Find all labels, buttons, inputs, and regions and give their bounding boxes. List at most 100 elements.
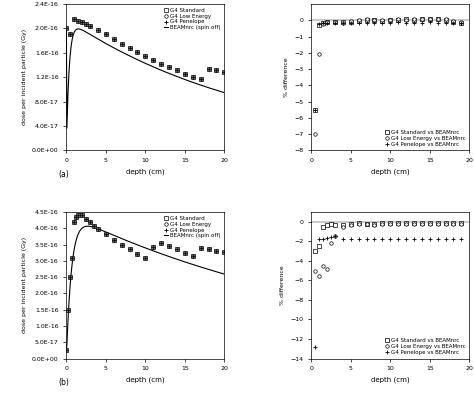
G4 Standard vs BEAMnrc bbox=[316, 23, 322, 28]
G4 Penelope vs BEAMnrc bbox=[328, 235, 334, 240]
G4 Standard bbox=[158, 61, 164, 66]
G4 Penelope bbox=[174, 68, 180, 73]
G4 Standard bbox=[143, 255, 148, 260]
G4 Penelope bbox=[198, 77, 203, 82]
G4 Standard bbox=[182, 250, 188, 255]
G4 Low Energy vs BEAMnrc bbox=[312, 268, 318, 273]
G4 Low Energy vs BEAMnrc bbox=[372, 222, 377, 227]
G4 Standard bbox=[72, 17, 77, 22]
G4 Penelope bbox=[79, 213, 85, 217]
Line: G4 Penelope: G4 Penelope bbox=[64, 17, 227, 81]
G4 Penelope vs BEAMnrc bbox=[443, 237, 448, 242]
G4 Standard vs BEAMnrc bbox=[411, 18, 417, 22]
G4 Penelope bbox=[158, 241, 164, 245]
G4 Penelope vs BEAMnrc bbox=[395, 237, 401, 242]
G4 Standard bbox=[198, 246, 203, 251]
G4 Standard bbox=[221, 249, 227, 254]
G4 Penelope vs BEAMnrc bbox=[458, 237, 464, 242]
G4 Standard bbox=[119, 41, 125, 46]
G4 Low Energy bbox=[75, 19, 81, 23]
G4 Standard vs BEAMnrc bbox=[348, 221, 354, 226]
G4 Standard bbox=[166, 65, 172, 70]
G4 Standard vs BEAMnrc bbox=[324, 19, 330, 24]
G4 Low Energy bbox=[83, 216, 89, 221]
G4 Low Energy bbox=[95, 227, 101, 231]
G4 Penelope bbox=[83, 216, 89, 221]
G4 Low Energy bbox=[150, 58, 156, 63]
G4 Low Energy vs BEAMnrc bbox=[340, 224, 346, 229]
G4 Standard bbox=[135, 50, 140, 54]
G4 Low Energy vs BEAMnrc bbox=[451, 19, 456, 23]
G4 Low Energy bbox=[143, 255, 148, 260]
G4 Standard bbox=[95, 28, 101, 33]
G4 Standard bbox=[72, 219, 77, 224]
G4 Standard bbox=[67, 275, 73, 279]
G4 Penelope vs BEAMnrc bbox=[312, 344, 318, 349]
G4 Standard vs BEAMnrc bbox=[340, 222, 346, 227]
G4 Low Energy bbox=[65, 307, 71, 312]
G4 Low Energy bbox=[75, 212, 81, 217]
G4 Low Energy vs BEAMnrc bbox=[312, 132, 318, 137]
G4 Penelope vs BEAMnrc bbox=[458, 21, 464, 26]
G4 Low Energy bbox=[64, 26, 69, 31]
G4 Penelope vs BEAMnrc bbox=[435, 237, 440, 242]
G4 Low Energy bbox=[119, 41, 125, 46]
G4 Penelope bbox=[182, 250, 188, 255]
G4 Standard bbox=[214, 249, 219, 253]
G4 Penelope bbox=[75, 19, 81, 23]
G4 Low Energy vs BEAMnrc bbox=[320, 263, 326, 268]
G4 Low Energy vs BEAMnrc bbox=[427, 222, 433, 227]
G4 Standard vs BEAMnrc bbox=[372, 221, 377, 226]
G4 Penelope bbox=[72, 219, 77, 224]
G4 Standard vs BEAMnrc bbox=[403, 221, 409, 226]
G4 Penelope bbox=[72, 17, 77, 22]
G4 Low Energy vs BEAMnrc bbox=[387, 18, 393, 22]
G4 Low Energy vs BEAMnrc bbox=[451, 222, 456, 227]
Y-axis label: dose per incident particle (Gy): dose per incident particle (Gy) bbox=[21, 237, 27, 333]
G4 Low Energy vs BEAMnrc bbox=[427, 16, 433, 21]
G4 Standard bbox=[103, 232, 109, 236]
G4 Low Energy vs BEAMnrc bbox=[328, 241, 334, 245]
G4 Low Energy bbox=[198, 77, 203, 82]
X-axis label: depth (cm): depth (cm) bbox=[126, 169, 164, 175]
G4 Penelope bbox=[143, 54, 148, 59]
G4 Standard bbox=[221, 69, 227, 74]
G4 Low Energy bbox=[79, 213, 85, 217]
G4 Low Energy bbox=[174, 247, 180, 252]
G4 Standard vs BEAMnrc bbox=[458, 220, 464, 225]
G4 Low Energy vs BEAMnrc bbox=[395, 222, 401, 227]
G4 Low Energy vs BEAMnrc bbox=[332, 234, 338, 239]
G4 Low Energy bbox=[135, 251, 140, 256]
G4 Penelope bbox=[206, 247, 211, 252]
G4 Penelope bbox=[73, 214, 79, 219]
G4 Standard bbox=[91, 223, 97, 228]
G4 Standard bbox=[69, 255, 75, 260]
G4 Standard bbox=[64, 26, 69, 31]
G4 Standard vs BEAMnrc bbox=[364, 221, 369, 226]
G4 Penelope bbox=[198, 246, 203, 251]
G4 Standard bbox=[64, 348, 69, 353]
G4 Low Energy vs BEAMnrc bbox=[348, 222, 354, 227]
G4 Standard bbox=[190, 254, 196, 258]
G4 Low Energy bbox=[72, 17, 77, 22]
G4 Penelope vs BEAMnrc bbox=[348, 237, 354, 242]
G4 Standard bbox=[111, 36, 117, 41]
G4 Standard vs BEAMnrc bbox=[427, 220, 433, 225]
G4 Low Energy bbox=[73, 214, 79, 219]
G4 Penelope vs BEAMnrc bbox=[356, 237, 362, 242]
G4 Standard vs BEAMnrc bbox=[364, 18, 369, 22]
G4 Standard vs BEAMnrc bbox=[328, 222, 334, 227]
G4 Penelope bbox=[95, 28, 101, 33]
G4 Standard bbox=[67, 32, 73, 37]
G4 Standard vs BEAMnrc bbox=[435, 17, 440, 22]
G4 Penelope vs BEAMnrc bbox=[324, 236, 330, 241]
G4 Penelope vs BEAMnrc bbox=[324, 20, 330, 25]
G4 Penelope bbox=[87, 220, 93, 225]
G4 Standard vs BEAMnrc bbox=[332, 222, 338, 227]
G4 Standard vs BEAMnrc bbox=[348, 19, 354, 24]
G4 Low Energy bbox=[166, 65, 172, 70]
G4 Low Energy vs BEAMnrc bbox=[435, 17, 440, 22]
G4 Standard vs BEAMnrc bbox=[451, 19, 456, 24]
Legend: G4 Standard, G4 Low Energy, G4 Penelope, BEAMnrc (spin off): G4 Standard, G4 Low Energy, G4 Penelope,… bbox=[163, 215, 221, 240]
G4 Low Energy bbox=[91, 223, 97, 228]
